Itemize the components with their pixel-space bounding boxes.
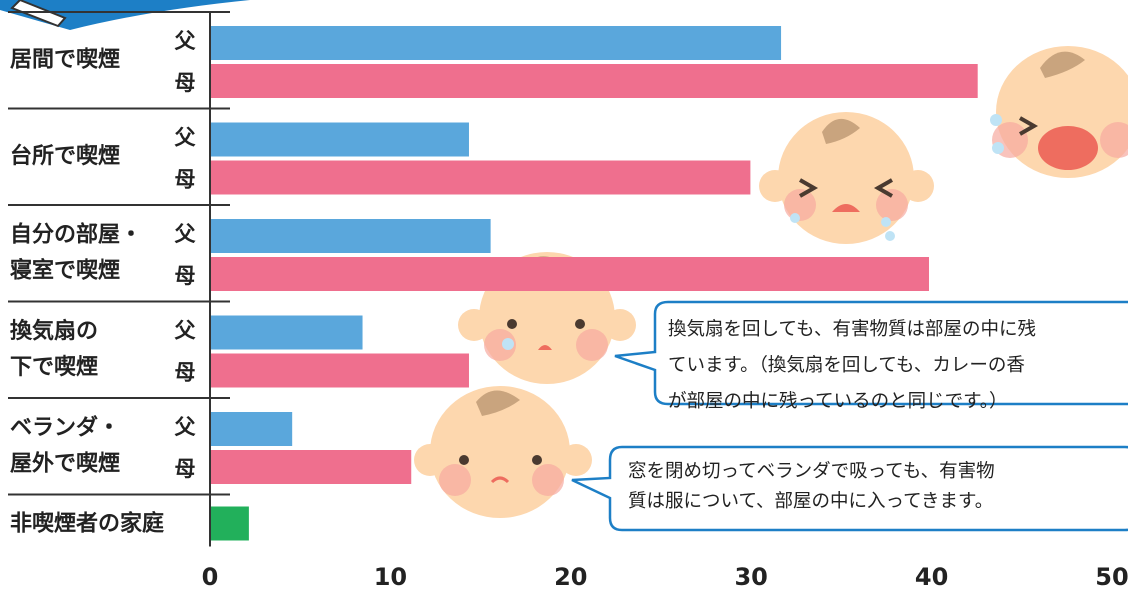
bar [211,64,978,98]
category-label: 屋外で喫煙 [10,450,120,476]
series-label: 父 [175,319,197,343]
series-label: 父 [175,222,197,246]
x-tick-label: 10 [374,563,407,590]
category-label: 自分の部屋・ [10,221,142,247]
annotation-text: 質は服について、部屋の中に入ってきます。 [628,491,993,512]
chart: 01020304050居間で喫煙父母台所で喫煙父母自分の部屋・寝室で喫煙父母換気… [0,0,1128,590]
series-label: 父 [175,29,197,53]
series-label: 母 [175,168,196,192]
category-label: 換気扇の [10,318,98,344]
bar [211,354,469,388]
bar [211,123,469,157]
bar [211,219,491,253]
series-label: 父 [175,415,197,439]
x-tick-label: 40 [915,563,948,590]
bar [211,316,363,350]
x-tick-label: 0 [202,563,219,590]
annotation-text: 窓を閉め切ってベランダで吸っても、有害物 [628,461,995,482]
annotation-text: 換気扇を回しても、有害物質は部屋の中に残 [668,319,1036,340]
annotation-text: が部屋の中に残っているのと同じです。） [668,391,1007,412]
series-label: 母 [175,71,196,95]
category-label: ベランダ・ [10,414,120,440]
series-label: 母 [175,457,196,481]
x-tick-label: 20 [554,563,587,590]
bar [211,257,929,291]
series-label: 母 [175,264,196,288]
x-tick-label: 50 [1095,563,1128,590]
category-label: 寝室で喫煙 [10,257,120,283]
bar [211,507,249,541]
bar [211,450,411,484]
annotation-text: ています。（換気扇を回しても、カレーの香 [668,355,1025,376]
bar [211,161,750,195]
category-label: 台所で喫煙 [10,143,120,169]
category-label: 非喫煙者の家庭 [10,511,164,537]
category-label: 居間で喫煙 [10,46,120,72]
bar [211,26,781,60]
bar [211,412,292,446]
category-label: 下で喫煙 [10,354,98,380]
series-label: 父 [175,126,197,150]
series-label: 母 [175,361,196,385]
x-tick-label: 30 [734,563,767,590]
